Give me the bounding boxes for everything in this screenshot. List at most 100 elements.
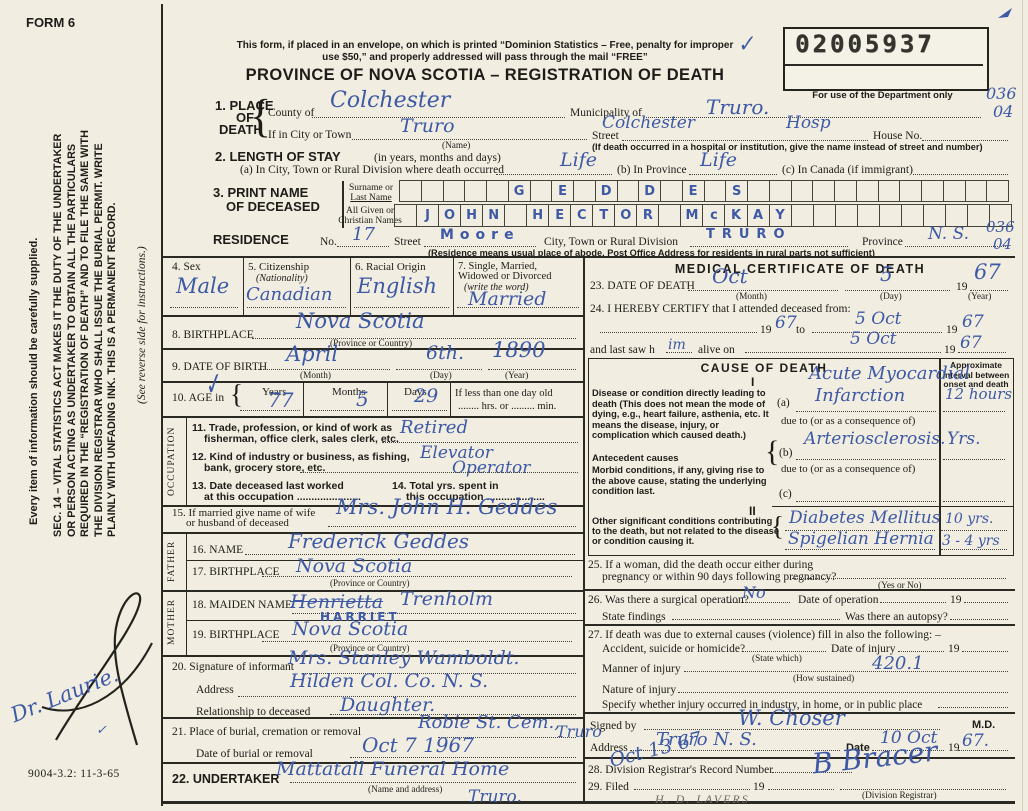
rule (186, 416, 187, 505)
spouse-label-2: or husband of deceased (186, 517, 289, 529)
dotted-rule (247, 307, 346, 308)
letter-cell (965, 180, 988, 202)
dotted-rule (646, 117, 981, 118)
q26-label: 26. Was there a surgical operation? (588, 594, 749, 606)
municipality-label: Municipality of (570, 107, 642, 119)
interval-header: Approximate interval be­tween onset and … (942, 360, 1010, 389)
age-months-label: Months (332, 386, 366, 398)
dod-day-sub: (Day) (880, 292, 902, 302)
interval-divider (939, 359, 941, 555)
mother-name-label: 18. MAIDEN NAME (192, 599, 292, 611)
stay-a-label: (a) In City, Town or Rural Division wher… (240, 164, 504, 176)
dotted-rule (600, 332, 757, 333)
certifier-year-prefix: 19 (948, 742, 960, 754)
dotted-rule (684, 671, 1008, 672)
dotted-rule (310, 410, 384, 411)
rule (163, 717, 583, 719)
q27-year-prefix: 19 (948, 643, 960, 655)
letter-cell (835, 180, 857, 202)
due-to-2: due to (or as a consequence of) (781, 463, 916, 475)
cause-c-label: (c) (779, 488, 792, 500)
q26-autopsy-label: Was there an autopsy? (845, 611, 948, 623)
q26-findings-label: State findings (602, 611, 666, 623)
sidebar-sec14-notice: SEC. 14 – VITAL STATISTICS ACT MAKES IT … (52, 130, 119, 537)
letter-cell: D (639, 180, 661, 202)
father-bp-value: Nova Scotia (296, 555, 413, 577)
letter-cell: C (571, 204, 594, 227)
letter-cell (923, 204, 946, 227)
dotted-rule (262, 641, 572, 642)
mother-bp-sub: (Province or Country) (330, 643, 410, 653)
other-interval-1: 10 yrs. (945, 511, 994, 527)
letter-cell (617, 180, 640, 202)
q29-label: 29. Filed (588, 781, 629, 793)
dotted-rule (672, 619, 840, 620)
flourish-signature (41, 592, 153, 746)
other-brace: { (771, 511, 784, 541)
certifier-addr-label: Address (590, 742, 628, 754)
q25-line1: 25. If a woman, did the death occur eith… (588, 559, 814, 571)
house-no-label: House No. (873, 130, 923, 142)
age-months-value: 5 (356, 387, 369, 411)
rule (585, 589, 1015, 591)
residence-code-bottom: 04 (993, 235, 1013, 253)
stay-c-label: (c) In Canada (if immigrant) (782, 164, 913, 176)
letter-cell (394, 204, 418, 227)
industry-label-2: bank, grocery store, etc. (204, 462, 326, 474)
informant-rel-value: Daughter. (340, 694, 436, 716)
racial-origin-value: English (357, 274, 438, 298)
rule (387, 381, 388, 416)
other-interval-2: 3 - 4 yrs (942, 533, 1000, 549)
dotted-rule (785, 549, 935, 550)
marital-label-2: Widowed or Divorced (458, 271, 552, 282)
paper-edge (1022, 0, 1023, 811)
residence-prov-value: N. S. (928, 224, 970, 244)
q25-line2: pregnancy or within 90 days following pr… (602, 571, 837, 583)
citizenship-label: 5. Citizenship (248, 261, 310, 273)
q27-how-sub: (How sustained) (793, 674, 855, 684)
q29-year-prefix: 19 (753, 781, 765, 793)
alive-year-prefix: 19 (944, 344, 956, 356)
dod-year-sub: (Year) (968, 292, 992, 302)
burial-date-value: Oct 7 1967 (362, 733, 474, 757)
mother-struck-value: Henrietta (290, 591, 384, 613)
stay-b-value: Life (700, 149, 737, 171)
undertaker-sub: (Name and address) (368, 785, 443, 795)
dotted-rule (964, 602, 1008, 603)
letter-cell: M (681, 204, 704, 227)
age-years-value: 77 (268, 388, 294, 412)
letter-cell (945, 204, 968, 227)
birthplace-sub: (Province or Country) (330, 339, 413, 349)
dotted-rule (262, 576, 572, 577)
letter-cell: E (549, 204, 572, 227)
cause-part1: I (751, 375, 755, 389)
form-number: FORM 6 (26, 15, 76, 30)
letter-cell (900, 180, 922, 202)
alive-value: 5 Oct (850, 329, 897, 349)
stay-b-label: (b) In Province (617, 164, 687, 176)
q25-sub: (Yes or No) (878, 581, 922, 591)
sidebar-see-reverse-note: (See reverse side for instructions.) (136, 246, 148, 404)
dotted-rule (312, 117, 565, 118)
dotted-rule (350, 757, 576, 758)
q27-specify-label: Specify whether injury occurred in indus… (602, 699, 923, 711)
to-value: 5 Oct (855, 309, 902, 329)
rule-column-divider (583, 256, 585, 803)
certifier-addr-value: Truro N. S. (656, 729, 757, 750)
father-bp-label: 17. BIRTHPLACE (192, 566, 280, 578)
disease-text: Disease or condition directly lead­ing t… (592, 388, 769, 441)
dotted-rule (678, 692, 1008, 693)
alive-year-value: 67 (960, 333, 982, 353)
city-town-value: Truro (400, 115, 455, 137)
dotted-rule (943, 459, 1005, 460)
marital-value: Married (468, 288, 547, 310)
letter-cell: Y (769, 204, 792, 227)
dotted-rule (258, 369, 390, 370)
letter-cell: R (637, 204, 660, 227)
mother-bp-value: Nova Scotia (292, 618, 409, 640)
form-title: PROVINCE OF NOVA SCOTIA – REGISTRATION O… (245, 66, 725, 84)
from-year-value: 67 (775, 313, 797, 333)
rule (186, 620, 583, 621)
dotted-rule (354, 307, 449, 308)
